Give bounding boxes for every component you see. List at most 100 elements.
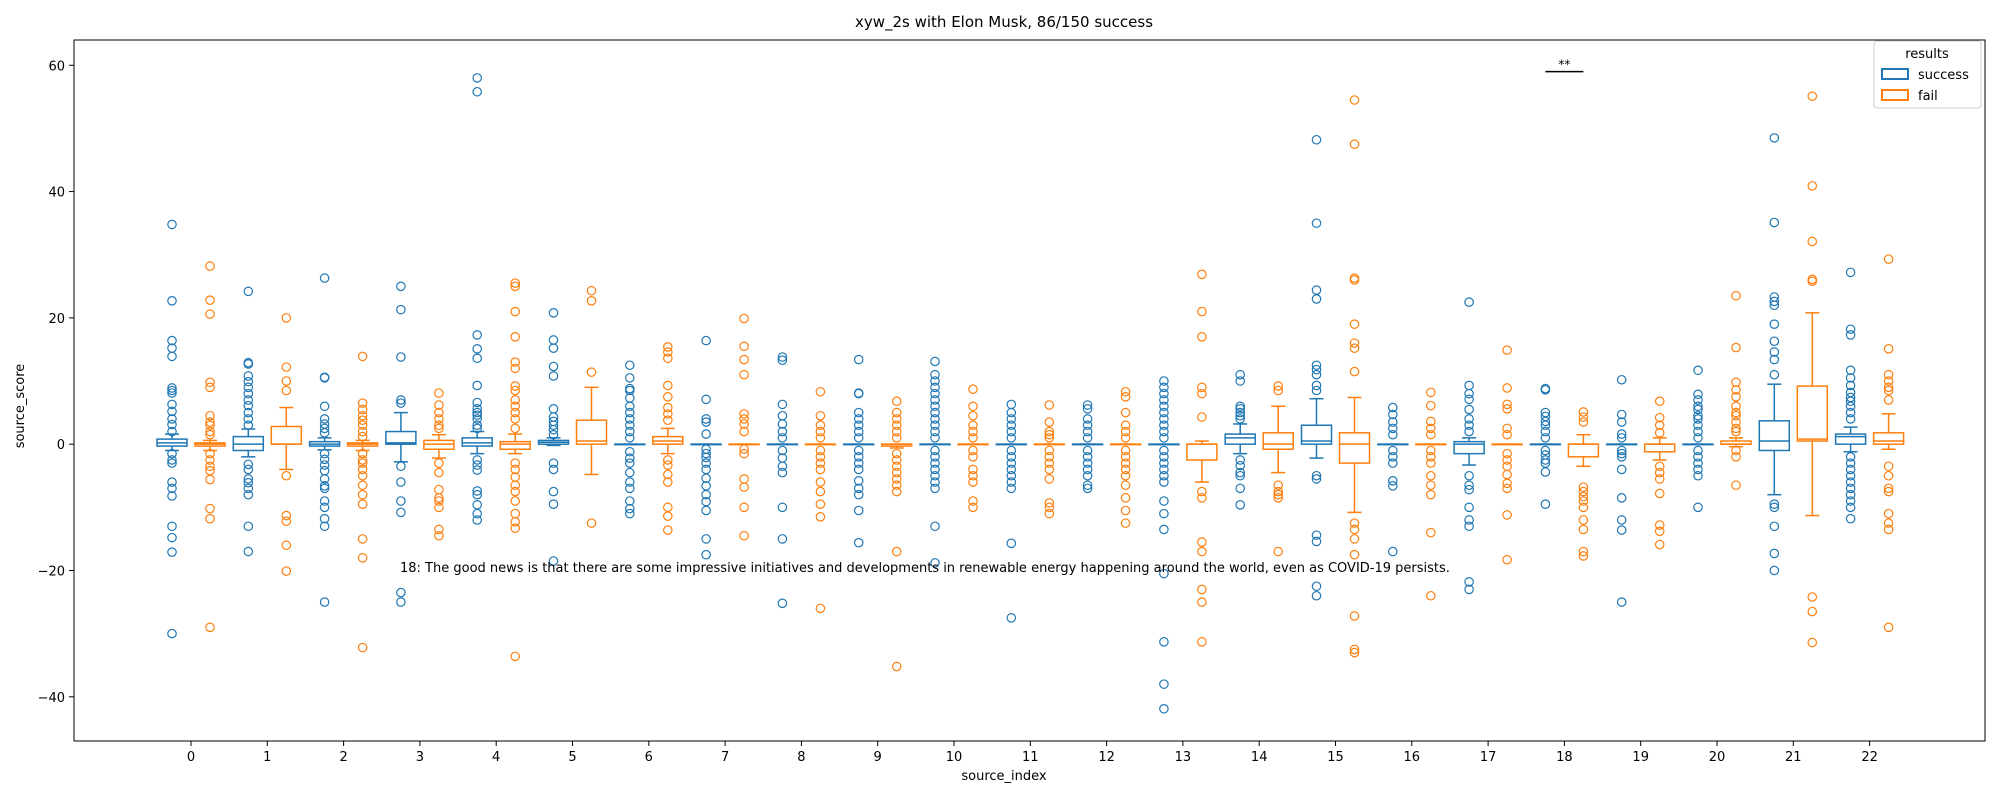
- outlier-fail-4: [510, 395, 520, 405]
- outlier-success-10: [930, 483, 940, 494]
- x-tick-label: 17: [1480, 750, 1497, 765]
- outlier-fail-0: [205, 461, 215, 472]
- outlier-fail-12: [1120, 464, 1131, 475]
- outlier-success-13: [1159, 464, 1169, 475]
- x-tick-label: 1: [263, 750, 271, 765]
- outlier-fail-4: [510, 464, 520, 475]
- outlier-fail-15: [1349, 366, 1360, 377]
- outlier-success-17: [1464, 470, 1474, 481]
- outlier-fail-13: [1197, 537, 1207, 547]
- outlier-success-14: [1235, 455, 1245, 465]
- outlier-fail-17: [1502, 483, 1512, 494]
- outlier-success-4: [472, 414, 482, 424]
- outlier-success-18: [1540, 416, 1551, 427]
- outlier-fail-6: [662, 469, 673, 480]
- outlier-success-5: [548, 458, 559, 468]
- outlier-success-4: [472, 486, 482, 496]
- x-tick-label: 4: [492, 750, 500, 765]
- outlier-fail-19: [1654, 526, 1665, 537]
- x-tick-label: 0: [187, 750, 195, 765]
- outlier-success-5: [548, 464, 559, 475]
- outlier-success-10: [930, 464, 940, 475]
- outlier-success-11: [1006, 426, 1017, 437]
- outlier-success-22: [1845, 513, 1856, 524]
- outlier-fail-13: [1197, 597, 1207, 607]
- outlier-success-6: [624, 446, 635, 457]
- outlier-success-14: [1235, 470, 1245, 481]
- outlier-success-2: [319, 273, 330, 283]
- outlier-fail-3: [434, 388, 444, 398]
- outlier-success-20: [1693, 470, 1703, 481]
- outlier-fail-19: [1654, 539, 1665, 550]
- outlier-fail-8: [815, 486, 826, 497]
- outlier-success-1: [243, 382, 254, 393]
- outlier-fail-13: [1197, 493, 1207, 503]
- outlier-success-10: [930, 470, 940, 481]
- outlier-success-3: [396, 507, 406, 518]
- outlier-success-7: [701, 414, 711, 424]
- outlier-fail-8: [815, 445, 826, 456]
- outlier-fail-22: [1883, 461, 1894, 472]
- outlier-fail-17: [1502, 478, 1512, 489]
- outlier-fail-13: [1197, 412, 1207, 422]
- outlier-success-22: [1845, 401, 1856, 412]
- outlier-success-13: [1159, 388, 1169, 399]
- outlier-fail-16: [1426, 452, 1436, 462]
- outlier-fail-0: [205, 261, 215, 271]
- outlier-success-5: [548, 499, 559, 509]
- outlier-success-1: [243, 395, 254, 405]
- outlier-fail-4: [510, 651, 520, 662]
- x-tick-label: 14: [1251, 750, 1268, 765]
- outlier-success-10: [930, 420, 940, 431]
- outlier-success-6: [624, 407, 635, 418]
- outlier-fail-8: [815, 420, 826, 431]
- outlier-success-17: [1464, 521, 1474, 532]
- outlier-success-15: [1311, 218, 1322, 228]
- outlier-success-0: [167, 383, 177, 393]
- x-tick-label: 2: [339, 750, 347, 765]
- outlier-success-11: [1006, 445, 1017, 456]
- outlier-success-1: [243, 376, 254, 387]
- outlier-success-5: [548, 420, 559, 431]
- outlier-fail-15: [1349, 139, 1360, 150]
- outlier-success-0: [167, 296, 177, 306]
- outlier-fail-22: [1883, 622, 1894, 633]
- outlier-fail-15: [1349, 338, 1360, 348]
- outlier-fail-11: [1044, 445, 1055, 456]
- outlier-fail-16: [1426, 590, 1436, 601]
- outlier-fail-22: [1883, 254, 1894, 264]
- outlier-success-2: [319, 454, 330, 465]
- outlier-success-1: [243, 407, 254, 418]
- outlier-fail-19: [1654, 461, 1665, 472]
- outlier-success-1: [243, 474, 254, 484]
- outlier-fail-1: [281, 313, 292, 323]
- outlier-success-0: [167, 455, 177, 465]
- outlier-success-8: [777, 502, 788, 513]
- outlier-fail-13: [1197, 306, 1207, 317]
- outlier-fail-12: [1120, 458, 1131, 468]
- outlier-fail-20: [1731, 377, 1741, 388]
- outlier-success-20: [1693, 420, 1703, 431]
- outlier-fail-4: [510, 332, 520, 342]
- outlier-fail-8: [815, 499, 826, 509]
- outlier-fail-6: [662, 409, 673, 419]
- outlier-success-17: [1464, 515, 1474, 525]
- outlier-success-4: [472, 410, 482, 420]
- outlier-success-1: [243, 477, 254, 488]
- outlier-fail-4: [510, 385, 520, 396]
- outlier-fail-8: [815, 477, 826, 487]
- outlier-fail-4: [510, 458, 520, 468]
- outlier-fail-18: [1578, 551, 1589, 561]
- outlier-fail-2: [357, 553, 368, 563]
- outlier-success-19: [1616, 433, 1627, 443]
- outlier-success-4: [472, 465, 482, 475]
- x-tick-label: 21: [1785, 750, 1802, 765]
- outlier-success-13: [1159, 414, 1169, 424]
- x-tick-label: 13: [1175, 750, 1192, 765]
- outlier-success-6: [624, 401, 635, 412]
- outlier-success-19: [1616, 452, 1627, 462]
- outlier-fail-1: [281, 566, 292, 576]
- outlier-success-21: [1769, 502, 1780, 513]
- outlier-fail-20: [1731, 452, 1741, 462]
- x-tick-label: 20: [1709, 750, 1726, 765]
